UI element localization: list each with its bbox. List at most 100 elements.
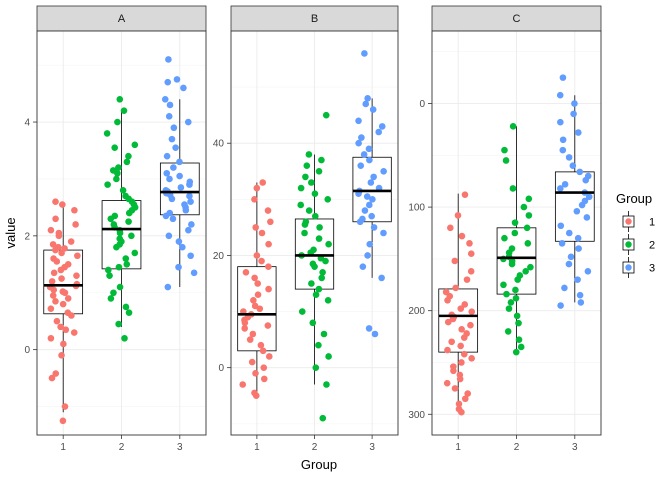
- data-point: [365, 325, 373, 332]
- data-point: [57, 323, 64, 331]
- data-point: [556, 91, 564, 99]
- data-point: [311, 190, 319, 198]
- data-point: [461, 301, 469, 308]
- x-tick-label: 3: [369, 442, 375, 453]
- data-point: [166, 101, 174, 109]
- data-point: [355, 117, 362, 125]
- data-point: [265, 285, 272, 293]
- data-point: [557, 185, 564, 192]
- legend-key-point: [625, 241, 632, 248]
- data-point: [125, 152, 132, 160]
- data-point: [59, 417, 67, 425]
- data-point: [71, 206, 78, 214]
- data-point: [297, 184, 305, 192]
- data-point: [115, 263, 123, 271]
- data-point: [254, 280, 261, 287]
- data-point: [110, 289, 117, 297]
- facet-panel-c: C 0 100 200 300 1 2 3: [408, 5, 602, 453]
- data-point: [122, 255, 130, 262]
- data-point: [524, 240, 532, 247]
- data-point: [370, 173, 377, 181]
- facet-strip-label: B: [311, 13, 318, 25]
- data-point: [561, 284, 568, 292]
- data-point: [260, 364, 268, 371]
- data-point: [59, 288, 67, 295]
- data-point: [125, 309, 133, 316]
- data-point: [557, 302, 564, 309]
- data-point: [180, 84, 187, 92]
- data-point: [366, 156, 373, 164]
- data-point: [467, 250, 475, 258]
- data-point: [325, 353, 332, 360]
- x-tick-label: 1: [455, 442, 461, 453]
- data-point: [363, 193, 371, 200]
- data-point: [250, 297, 257, 304]
- data-point: [123, 260, 131, 268]
- data-point: [47, 305, 55, 312]
- data-point: [308, 280, 315, 287]
- data-point: [125, 218, 132, 225]
- data-point: [115, 320, 122, 328]
- y-tick-label: 20: [213, 251, 225, 262]
- data-point: [49, 241, 57, 248]
- legend-key-point: [625, 218, 632, 225]
- data-point: [253, 252, 261, 259]
- data-point: [504, 328, 512, 335]
- data-point: [298, 308, 306, 315]
- data-point: [463, 276, 471, 283]
- data-point: [175, 263, 182, 271]
- data-point: [258, 257, 265, 265]
- data-point: [119, 187, 127, 194]
- data-point: [318, 156, 325, 164]
- data-point: [508, 260, 516, 268]
- data-point: [503, 290, 510, 298]
- data-point: [107, 295, 115, 302]
- data-point: [315, 235, 323, 242]
- data-point: [464, 390, 472, 397]
- data-point: [318, 274, 326, 282]
- data-point: [585, 193, 593, 201]
- data-point: [52, 215, 59, 223]
- data-point: [369, 106, 377, 113]
- y-tick-label: 0: [218, 363, 224, 374]
- data-point: [364, 95, 371, 102]
- data-point: [312, 291, 320, 299]
- data-point: [578, 201, 586, 209]
- data-point: [525, 195, 533, 203]
- data-point: [50, 255, 57, 262]
- data-point: [557, 118, 564, 126]
- data-point: [513, 312, 521, 320]
- data-point: [176, 158, 183, 166]
- data-point: [59, 201, 66, 208]
- data-point: [456, 375, 464, 383]
- data-point: [571, 100, 578, 107]
- data-point: [509, 123, 517, 130]
- data-point: [576, 168, 584, 176]
- data-point: [310, 246, 317, 254]
- data-point: [461, 395, 469, 403]
- data-point: [260, 375, 268, 383]
- data-point: [574, 234, 582, 242]
- legend-key-point: [625, 264, 632, 271]
- data-point: [186, 192, 193, 200]
- data-point: [525, 212, 533, 219]
- data-point: [375, 128, 382, 136]
- data-point: [58, 275, 65, 282]
- data-point: [460, 350, 468, 358]
- data-point: [303, 162, 311, 169]
- data-point: [166, 209, 174, 217]
- data-point: [177, 184, 185, 191]
- data-point: [164, 283, 172, 291]
- data-point: [248, 358, 256, 366]
- y-axis-title: value: [3, 217, 18, 248]
- data-point: [302, 218, 310, 226]
- data-point: [163, 152, 171, 160]
- data-point: [113, 175, 120, 183]
- x-tick-label: 3: [177, 442, 183, 453]
- data-point: [115, 164, 122, 171]
- data-point: [362, 100, 370, 108]
- data-point: [164, 78, 172, 86]
- data-point: [111, 144, 118, 151]
- y-tick-label: 100: [408, 203, 425, 214]
- data-point: [311, 212, 319, 220]
